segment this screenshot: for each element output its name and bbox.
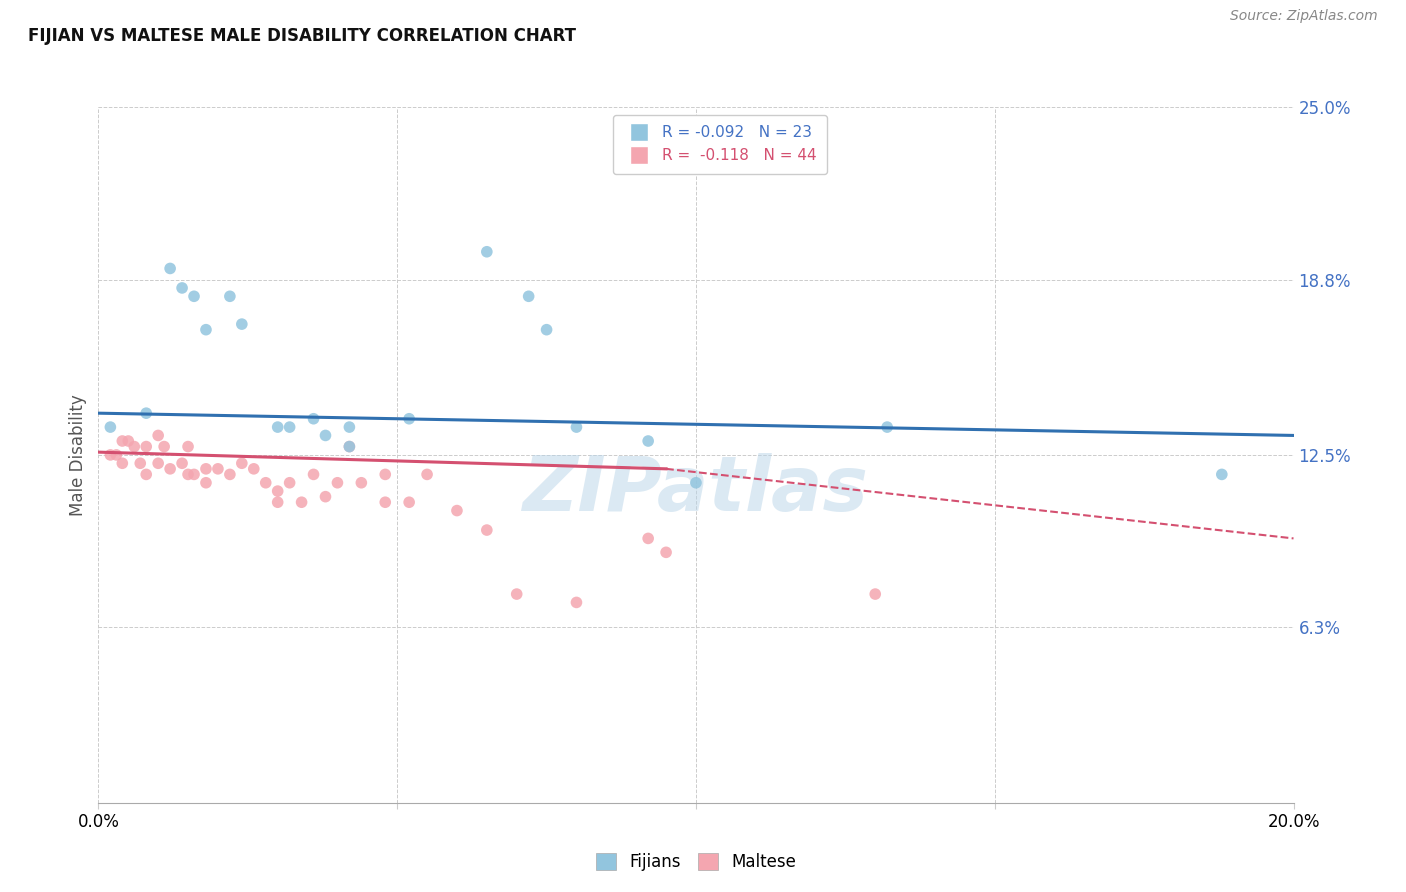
Point xyxy=(315,428,337,442)
Point xyxy=(111,434,134,448)
Point xyxy=(254,475,277,490)
Point xyxy=(339,440,360,454)
Point xyxy=(350,475,373,490)
Point xyxy=(416,467,439,482)
Point xyxy=(129,456,152,470)
Point xyxy=(339,440,360,454)
Point xyxy=(195,462,218,476)
Point xyxy=(565,595,588,609)
Point xyxy=(517,289,540,303)
Point xyxy=(302,411,325,425)
Point xyxy=(124,440,146,454)
Point xyxy=(148,456,170,470)
Text: FIJIAN VS MALTESE MALE DISABILITY CORRELATION CHART: FIJIAN VS MALTESE MALE DISABILITY CORREL… xyxy=(28,27,576,45)
Point xyxy=(231,456,253,470)
Point xyxy=(267,420,290,434)
Point xyxy=(536,323,558,337)
Point xyxy=(135,440,157,454)
Y-axis label: Male Disability: Male Disability xyxy=(69,394,87,516)
Point xyxy=(475,523,498,537)
Point xyxy=(637,532,659,546)
Text: ZIPatlas: ZIPatlas xyxy=(523,453,869,526)
Point xyxy=(183,289,205,303)
Point xyxy=(148,428,170,442)
Point xyxy=(231,317,253,331)
Point xyxy=(177,440,200,454)
Point xyxy=(267,495,290,509)
Point xyxy=(219,289,242,303)
Point xyxy=(374,467,396,482)
Point xyxy=(135,467,157,482)
Text: Source: ZipAtlas.com: Source: ZipAtlas.com xyxy=(1230,9,1378,23)
Point xyxy=(195,475,218,490)
Point xyxy=(100,448,122,462)
Point xyxy=(302,467,325,482)
Point xyxy=(100,420,122,434)
Point xyxy=(172,456,194,470)
Point xyxy=(183,467,205,482)
Legend: Fijians, Maltese: Fijians, Maltese xyxy=(589,847,803,878)
Point xyxy=(876,420,898,434)
Point xyxy=(111,456,134,470)
Point xyxy=(278,475,301,490)
Point xyxy=(637,434,659,448)
Point xyxy=(207,462,229,476)
Point xyxy=(339,420,360,434)
Point xyxy=(685,475,707,490)
Point xyxy=(278,420,301,434)
Point xyxy=(398,495,420,509)
Point xyxy=(398,411,420,425)
Point xyxy=(655,545,678,559)
Point xyxy=(117,434,139,448)
Point xyxy=(267,484,290,499)
Point xyxy=(475,244,498,259)
Point xyxy=(506,587,529,601)
Point xyxy=(159,261,181,276)
Point xyxy=(219,467,242,482)
Point xyxy=(135,406,157,420)
Point xyxy=(1211,467,1233,482)
Point xyxy=(326,475,349,490)
Point xyxy=(865,587,887,601)
Point xyxy=(446,503,468,517)
Point xyxy=(159,462,181,476)
Point xyxy=(195,323,218,337)
Point xyxy=(315,490,337,504)
Point xyxy=(374,495,396,509)
Point xyxy=(105,448,128,462)
Point xyxy=(565,420,588,434)
Point xyxy=(243,462,266,476)
Point xyxy=(177,467,200,482)
Point xyxy=(291,495,314,509)
Point xyxy=(172,281,194,295)
Point xyxy=(153,440,176,454)
